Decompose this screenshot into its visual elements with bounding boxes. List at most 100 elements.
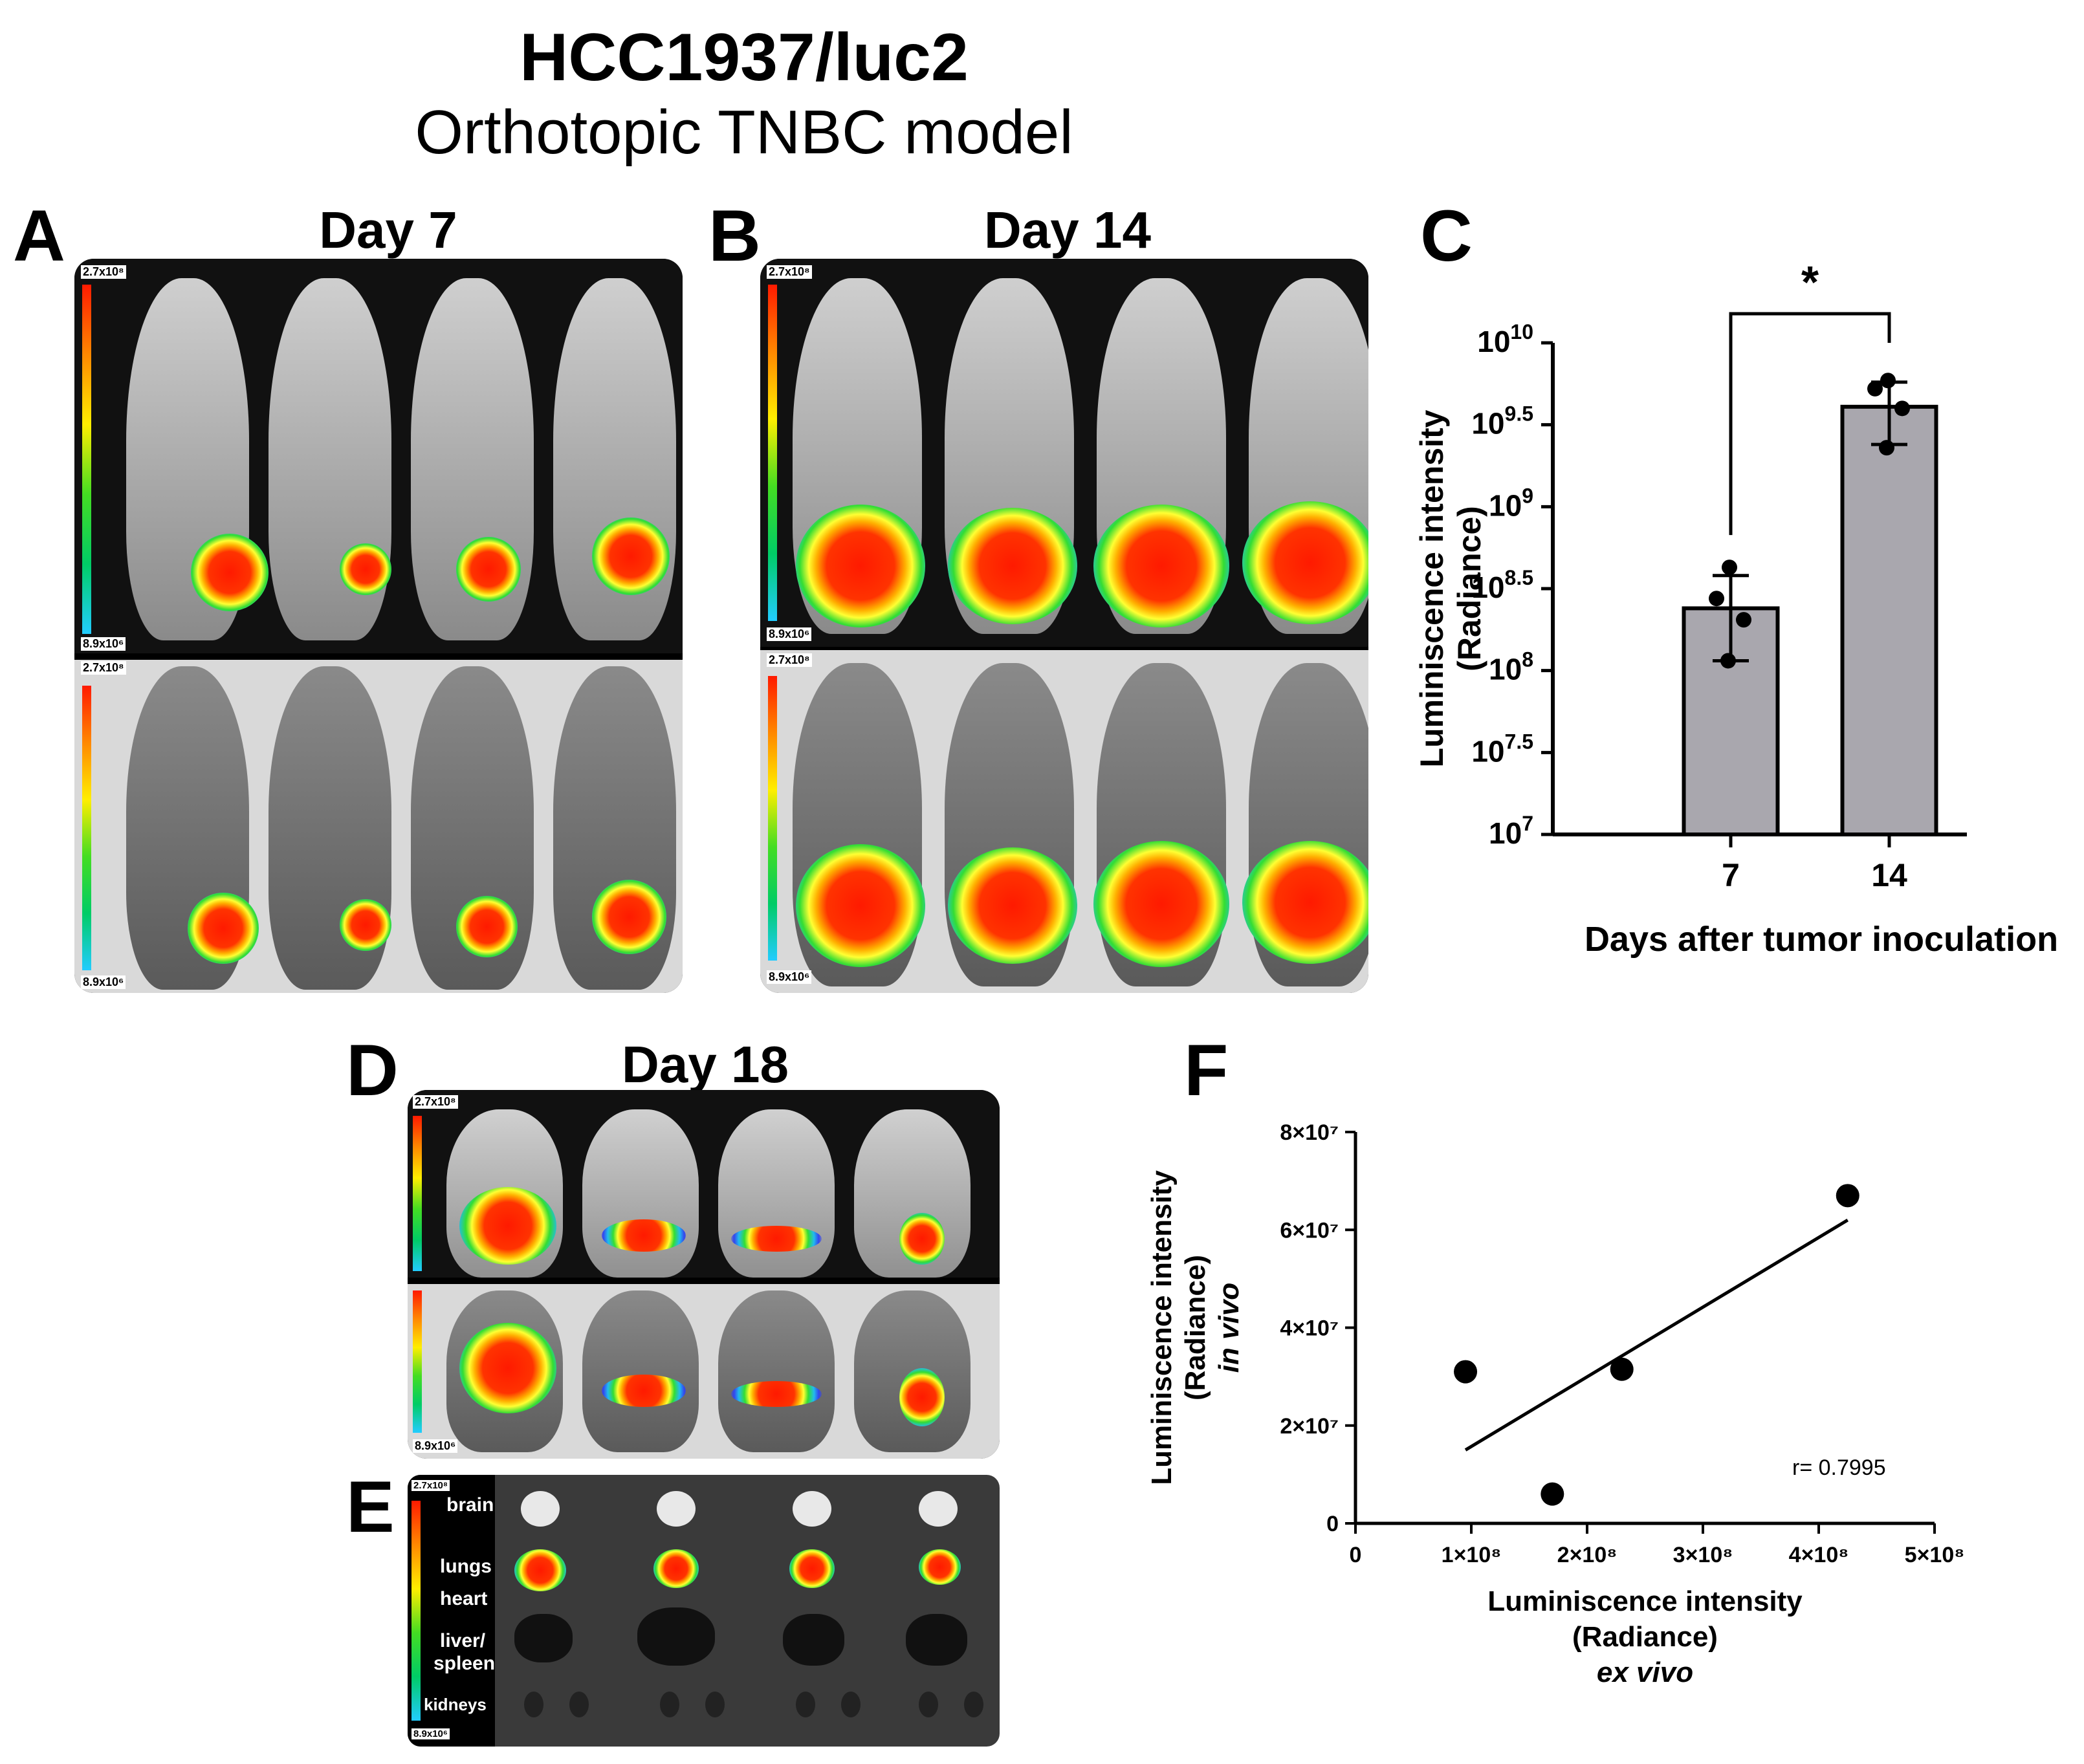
panel-letter-d: D bbox=[346, 1030, 399, 1111]
tumor-signal bbox=[1093, 841, 1229, 967]
scale-min-label: 8.9x10⁶ bbox=[81, 975, 126, 989]
data-point bbox=[1879, 440, 1894, 456]
mouse bbox=[582, 1290, 699, 1452]
y-tick-label: 107.5 bbox=[1471, 730, 1533, 768]
tumor-signal bbox=[796, 505, 925, 627]
organ-label-lungs: lungs bbox=[440, 1556, 492, 1577]
tumor-signal bbox=[456, 537, 521, 602]
tumor-signal bbox=[188, 893, 259, 964]
scale-max-label: 2.7x10⁸ bbox=[767, 265, 812, 279]
mouse bbox=[718, 1109, 835, 1278]
data-point bbox=[1709, 591, 1724, 607]
metastasis-signal bbox=[459, 1323, 556, 1413]
y-tick-label: 2×10⁷ bbox=[1280, 1414, 1339, 1439]
panel-letter-a: A bbox=[13, 195, 65, 276]
panel-b-image: 2.7x10⁸ 8.9x10⁶ 2.7x10⁸ 8.9x10⁶ bbox=[760, 259, 1368, 993]
tumor-signal bbox=[1242, 841, 1368, 964]
y-tick-label: 108 bbox=[1489, 648, 1533, 686]
scale-min-label: 8.9x10⁶ bbox=[81, 637, 126, 651]
bar bbox=[1840, 404, 1938, 837]
panel-b-day: Day 14 bbox=[984, 201, 1151, 259]
tumor-signal bbox=[948, 508, 1077, 624]
tumor-signal bbox=[948, 847, 1077, 964]
tumor-signal bbox=[1093, 505, 1229, 627]
x-axis-label: Days after tumor inoculation bbox=[1585, 920, 2058, 959]
x-tick-label: 5×10⁸ bbox=[1905, 1543, 1965, 1567]
lung-signal bbox=[789, 1549, 835, 1588]
y-tick-label: 0 bbox=[1326, 1512, 1339, 1536]
color-scale-bar bbox=[82, 686, 91, 970]
y-tick-label: 109 bbox=[1489, 484, 1533, 522]
tumor-signal bbox=[191, 534, 269, 611]
y-tick-label: 108.5 bbox=[1471, 566, 1533, 604]
color-scale-bar bbox=[82, 285, 91, 634]
brain-tissue bbox=[521, 1491, 560, 1527]
kidney-tissue bbox=[919, 1692, 938, 1717]
panel-d-ventral-view: 8.9x10⁶ bbox=[408, 1284, 1000, 1459]
scale-max-label: 2.7x10⁸ bbox=[413, 1095, 458, 1109]
data-point bbox=[1836, 1184, 1859, 1208]
x-tick-label: 1×10⁸ bbox=[1442, 1543, 1502, 1567]
kidney-tissue bbox=[964, 1692, 983, 1717]
scale-min-label: 8.9x10⁶ bbox=[413, 1439, 458, 1453]
mouse bbox=[582, 1109, 699, 1278]
metastasis-signal bbox=[459, 1187, 556, 1265]
tumor-signal bbox=[592, 880, 666, 954]
scale-max-label: 2.7x10⁸ bbox=[81, 265, 126, 279]
lung-signal bbox=[653, 1549, 699, 1588]
x-tick-label: 7 bbox=[1722, 857, 1740, 893]
significance-bracket bbox=[1729, 312, 1891, 536]
x-axis-label: Luminiscence intensity (Radiance) ex vivo bbox=[1487, 1585, 1803, 1688]
kidney-tissue bbox=[841, 1692, 861, 1717]
scale-max-label: 2.7x10⁸ bbox=[411, 1480, 450, 1491]
lung-signal bbox=[514, 1549, 566, 1591]
mouse bbox=[718, 1290, 835, 1452]
liver-tissue bbox=[906, 1614, 967, 1666]
tumor-signal bbox=[340, 543, 391, 595]
panel-b-ventral-view: 2.7x10⁸ 8.9x10⁶ bbox=[760, 650, 1368, 993]
data-point bbox=[1610, 1357, 1634, 1381]
brain-tissue bbox=[919, 1491, 958, 1527]
organ-label-strip bbox=[408, 1475, 495, 1747]
kidney-tissue bbox=[524, 1692, 543, 1717]
data-point bbox=[1894, 400, 1910, 417]
data-point bbox=[1736, 612, 1751, 628]
kidney-tissue bbox=[796, 1692, 815, 1717]
color-scale-bar bbox=[768, 676, 777, 961]
liver-tissue bbox=[783, 1614, 844, 1666]
color-scale-bar bbox=[413, 1116, 422, 1271]
panel-letter-e: E bbox=[346, 1466, 395, 1547]
liver-tissue bbox=[514, 1614, 573, 1662]
organ-label-brain: brain bbox=[446, 1494, 494, 1516]
data-point bbox=[1720, 653, 1736, 669]
brain-tissue bbox=[657, 1491, 696, 1527]
y-tick-label: 8×10⁷ bbox=[1280, 1120, 1339, 1145]
lung-signal bbox=[919, 1549, 961, 1585]
scale-min-label: 8.9x10⁶ bbox=[767, 970, 812, 984]
tumor-signal bbox=[340, 899, 391, 951]
data-point bbox=[1454, 1360, 1478, 1384]
scale-max-label: 2.7x10⁸ bbox=[81, 661, 126, 675]
fit-line bbox=[1464, 1218, 1849, 1452]
data-point bbox=[1541, 1482, 1564, 1506]
y-tick-label: 4×10⁷ bbox=[1280, 1316, 1339, 1341]
panel-letter-b: B bbox=[708, 195, 761, 276]
kidney-tissue bbox=[705, 1692, 725, 1717]
metastasis-signal bbox=[731, 1226, 822, 1252]
tumor-signal bbox=[456, 896, 518, 957]
tumor-signal bbox=[796, 844, 925, 967]
tumor-signal bbox=[1242, 501, 1368, 624]
y-tick-label: 107 bbox=[1489, 812, 1533, 850]
panel-d-image: 2.7x10⁸ 8.9x10⁶ bbox=[408, 1090, 1000, 1459]
x-tick-label: 3×10⁸ bbox=[1673, 1543, 1733, 1567]
tumor-signal bbox=[592, 517, 670, 595]
x-tick-label: 14 bbox=[1871, 857, 1907, 893]
organ-label-spleen: spleen bbox=[433, 1653, 496, 1674]
x-tick-label: 0 bbox=[1350, 1543, 1362, 1567]
panel-letter-c: C bbox=[1420, 195, 1473, 276]
significance-marker: * bbox=[1801, 257, 1819, 307]
scale-min-label: 8.9x10⁶ bbox=[767, 627, 812, 641]
color-scale-bar bbox=[768, 285, 777, 621]
metastasis-signal bbox=[602, 1375, 686, 1407]
organ-label-heart: heart bbox=[440, 1588, 488, 1609]
